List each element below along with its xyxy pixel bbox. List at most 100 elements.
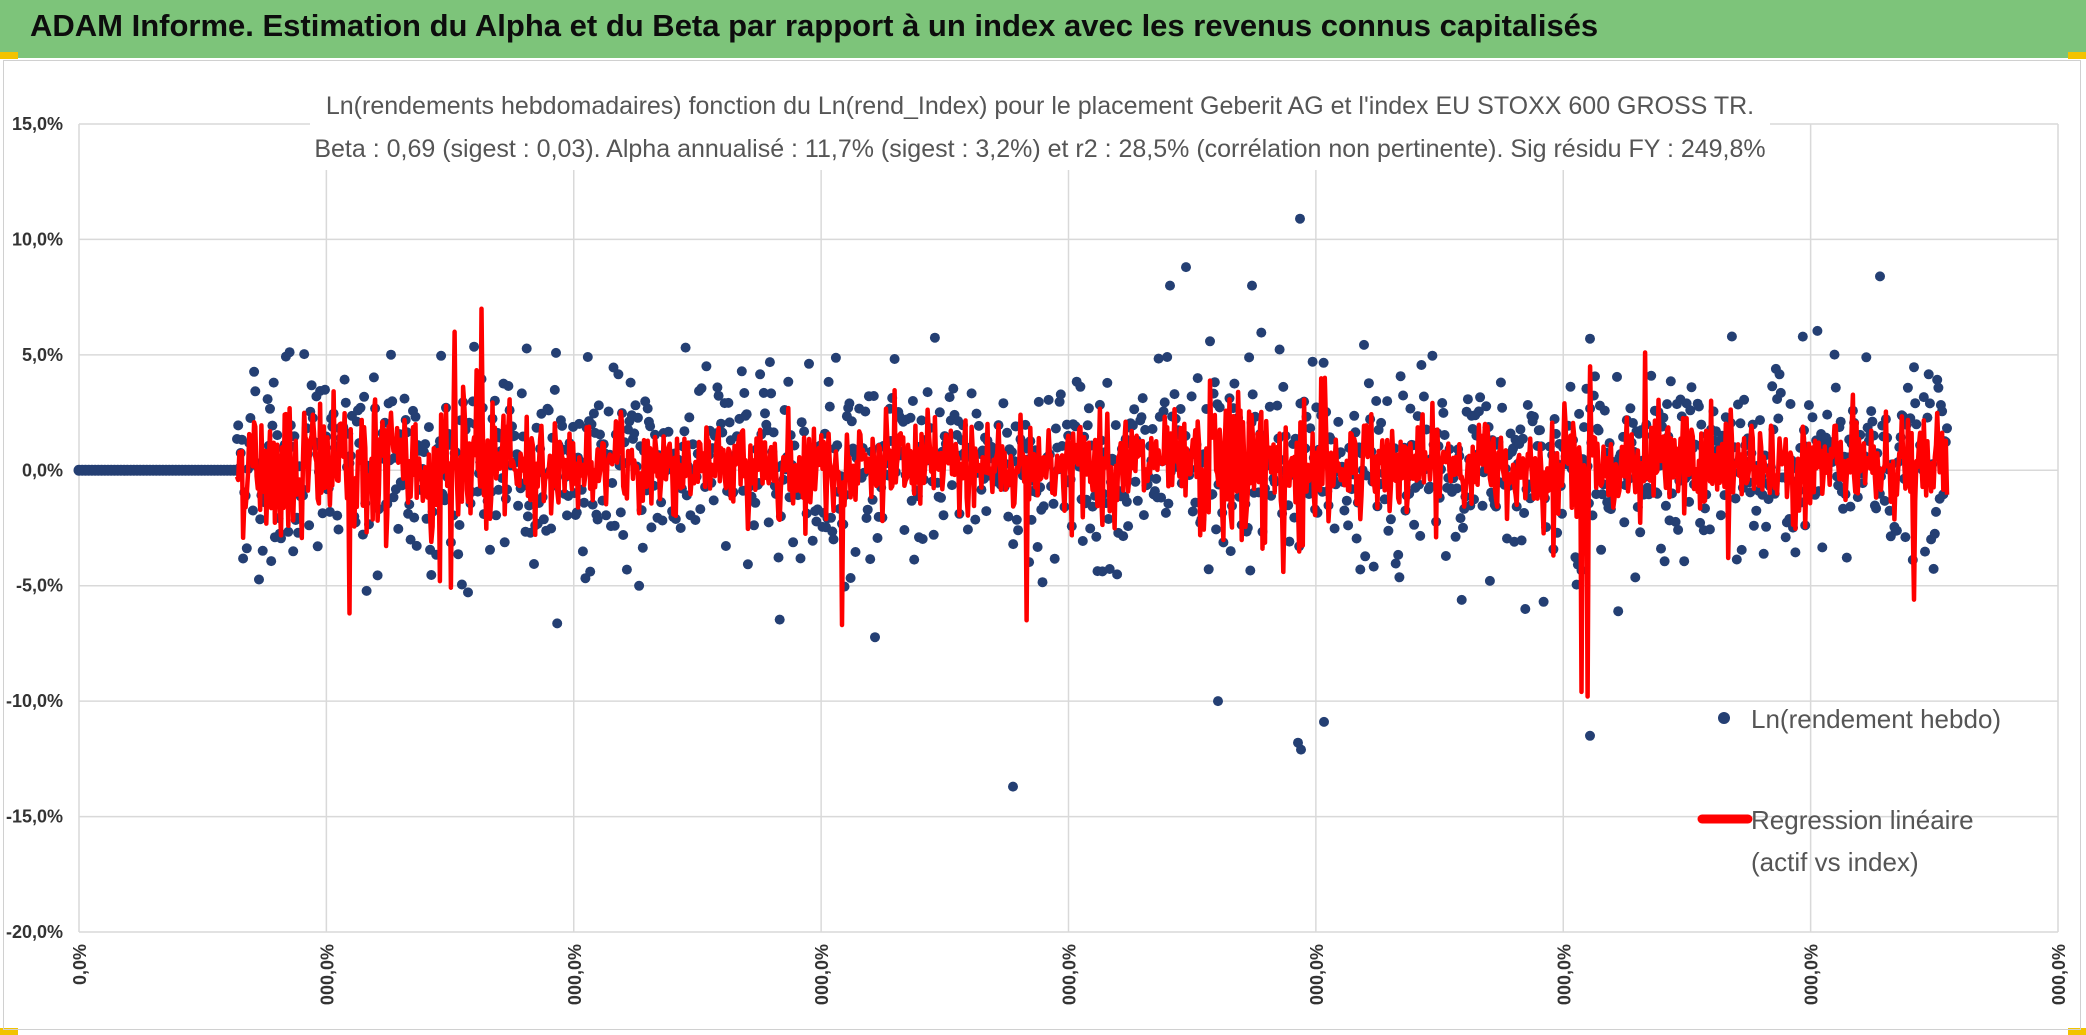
data-point (1112, 569, 1123, 580)
data-point (830, 352, 841, 363)
data-point (1812, 325, 1823, 336)
data-point (1909, 362, 1919, 373)
data-point (1136, 412, 1147, 423)
data-point (304, 520, 315, 531)
data-point (1565, 381, 1576, 392)
data-point (1349, 410, 1360, 421)
data-point (1104, 564, 1115, 574)
data-point (388, 492, 399, 503)
data-point (1613, 606, 1624, 617)
data-point (372, 570, 383, 581)
data-point (1835, 416, 1846, 427)
data-point (1318, 357, 1329, 368)
data-point (1398, 390, 1409, 401)
data-point (410, 411, 421, 422)
data-point (499, 537, 510, 548)
data-point (696, 383, 707, 394)
data-point (250, 386, 261, 397)
data-point (621, 564, 632, 575)
data-point (1418, 391, 1429, 402)
data-point (521, 343, 532, 354)
data-point (630, 400, 641, 411)
data-point (917, 534, 928, 544)
data-point (265, 403, 275, 414)
data-point (1033, 396, 1044, 407)
data-point (1153, 353, 1164, 364)
data-point (1037, 577, 1048, 588)
x-tick-label: 000,0% (1307, 944, 1327, 1005)
data-point (1715, 510, 1726, 521)
data-point (463, 587, 473, 598)
data-point (1011, 514, 1022, 525)
data-point (724, 417, 735, 428)
data-point (679, 426, 690, 437)
data-point (629, 428, 640, 439)
data-point (966, 388, 977, 399)
data-point (1773, 413, 1784, 424)
data-point (846, 416, 857, 427)
data-point (1735, 418, 1746, 429)
data-point (551, 347, 561, 358)
data-point (1845, 501, 1856, 512)
data-point (713, 390, 724, 401)
data-point (516, 388, 527, 399)
data-point (1627, 418, 1638, 428)
data-point (524, 500, 535, 511)
data-point (1665, 376, 1676, 387)
data-point (1307, 356, 1318, 367)
data-point (1284, 536, 1295, 547)
data-point (1159, 397, 1170, 408)
data-point (1933, 382, 1944, 393)
outlier-point (1008, 781, 1018, 792)
data-point (1363, 378, 1374, 389)
data-point (1517, 433, 1528, 444)
data-point (491, 510, 502, 521)
data-point (936, 492, 946, 503)
data-point (1214, 402, 1225, 413)
data-point (1274, 344, 1285, 355)
data-point (1937, 406, 1948, 417)
data-point (1416, 360, 1427, 370)
data-point (543, 405, 554, 416)
data-point (1425, 481, 1435, 492)
data-point (1579, 422, 1589, 433)
data-point (582, 352, 593, 362)
regression-line (234, 306, 1950, 699)
data-point (393, 523, 404, 534)
data-point (938, 510, 949, 521)
data-point (592, 514, 603, 525)
data-point (1455, 513, 1466, 524)
data-point (832, 440, 843, 451)
data-point (1103, 514, 1114, 524)
data-point (764, 357, 775, 368)
data-point (796, 417, 807, 428)
data-point (861, 513, 872, 523)
data-point (1393, 549, 1404, 560)
data-point (712, 382, 723, 393)
data-point (763, 517, 774, 528)
data-point (981, 506, 992, 517)
x-tick-label: 000,0% (1554, 944, 1574, 1005)
data-point (1229, 378, 1240, 389)
data-point (1751, 505, 1762, 516)
data-point (844, 398, 855, 409)
data-point (454, 520, 465, 530)
data-point (1247, 389, 1258, 400)
data-point (909, 554, 920, 565)
data-point (1731, 554, 1742, 565)
data-point (845, 573, 856, 583)
data-point (1351, 533, 1362, 544)
data-point (1245, 565, 1256, 576)
data-point (1918, 392, 1929, 403)
data-point (625, 377, 636, 388)
data-point (1920, 546, 1930, 557)
data-point (549, 384, 560, 395)
data-point (1205, 336, 1215, 347)
data-point (513, 500, 524, 511)
data-point (1803, 400, 1814, 411)
x-tick-label: 000,0% (812, 944, 832, 1005)
data-point (320, 384, 330, 395)
data-point (312, 541, 323, 552)
data-point (1726, 331, 1737, 342)
data-point (585, 566, 596, 577)
